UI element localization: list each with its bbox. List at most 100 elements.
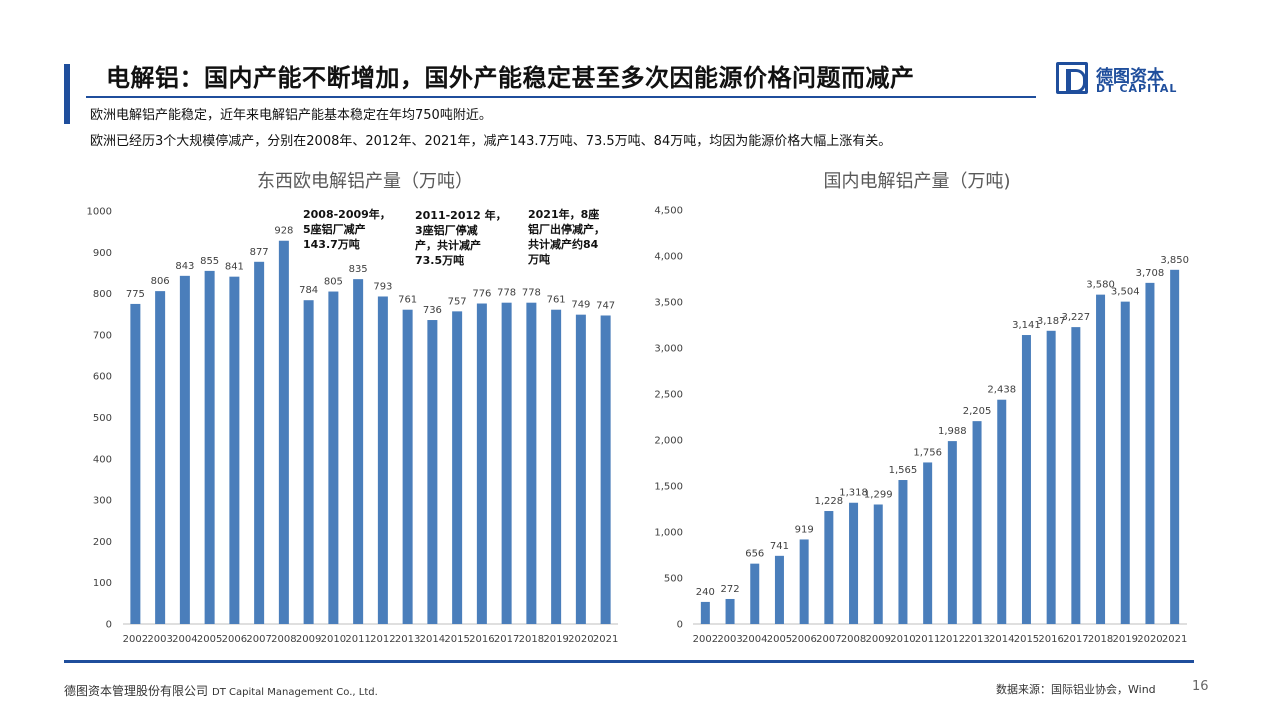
right-chart-data-label: 2,205 xyxy=(963,406,992,417)
right-chart-data-label: 240 xyxy=(696,587,715,598)
left-chart-xtick-label: 2008 xyxy=(271,634,296,645)
left-chart-xtick-label: 2020 xyxy=(568,634,593,645)
right-chart-xtick-label: 2004 xyxy=(742,634,767,645)
title-accent-bar xyxy=(64,64,70,124)
left-chart-data-label: 749 xyxy=(571,300,590,311)
right-chart-xtick-label: 2003 xyxy=(717,634,742,645)
left-chart-xtick-label: 2021 xyxy=(593,634,618,645)
annotation-line: 共计减产约84 xyxy=(528,238,599,251)
left-chart-bar xyxy=(353,279,364,624)
right-chart-ytick-label: 500 xyxy=(664,574,683,585)
left-chart-data-label: 784 xyxy=(299,285,318,296)
left-chart-data-label: 776 xyxy=(472,289,491,300)
left-chart-xtick-label: 2011 xyxy=(345,634,370,645)
right-chart-data-label: 919 xyxy=(795,524,814,535)
left-chart-xtick-label: 2009 xyxy=(296,634,321,645)
right-chart-xtick-label: 2005 xyxy=(767,634,792,645)
left-chart-bar xyxy=(501,302,512,624)
annotation-line: 73.5万吨 xyxy=(415,254,465,267)
left-chart-data-label: 806 xyxy=(151,276,170,287)
right-chart-data-label: 1,988 xyxy=(938,426,967,437)
company-logo: 德图资本 DT CAPITAL xyxy=(1056,62,1176,98)
left-chart-ytick-label: 300 xyxy=(93,496,112,507)
right-chart-bar xyxy=(700,601,710,624)
right-chart-data-label: 2,438 xyxy=(987,385,1016,396)
left-chart-data-label: 855 xyxy=(200,256,219,267)
right-chart-xtick-label: 2006 xyxy=(791,634,816,645)
right-chart-xtick-label: 2017 xyxy=(1063,634,1088,645)
right-chart-bar xyxy=(873,504,883,624)
right-chart-bar xyxy=(774,555,784,624)
right-chart-data-label: 1,756 xyxy=(913,447,942,458)
right-chart-xtick-label: 2015 xyxy=(1014,634,1039,645)
right-chart-data-label: 3,708 xyxy=(1136,268,1165,279)
left-chart-bar xyxy=(575,314,586,624)
page-number: 16 xyxy=(1192,679,1209,694)
right-chart-data-label: 3,580 xyxy=(1086,280,1115,291)
left-chart-data-label: 793 xyxy=(373,281,392,292)
left-chart-bar xyxy=(278,240,289,624)
right-chart-data-label: 272 xyxy=(721,584,740,595)
left-chart-ytick-label: 0 xyxy=(106,620,112,631)
left-chart-xtick-label: 2013 xyxy=(395,634,420,645)
annotation-2012: 2011-2012 年， 3座铝厂停减 产，共计减产 73.5万吨 xyxy=(415,208,507,268)
left-chart-bar xyxy=(377,296,388,624)
right-chart-bar xyxy=(849,502,859,624)
right-chart-bar xyxy=(972,421,982,624)
logo-text-en: DT CAPITAL xyxy=(1096,82,1178,95)
left-chart-xtick-label: 2018 xyxy=(519,634,544,645)
left-chart-bar xyxy=(402,309,413,624)
right-chart-ytick-label: 1,500 xyxy=(654,482,683,493)
right-chart-bar xyxy=(824,511,834,624)
left-chart-ytick-label: 500 xyxy=(93,413,112,424)
left-chart-bar xyxy=(328,291,339,624)
left-chart-xtick-label: 2015 xyxy=(444,634,469,645)
right-chart-ytick-label: 0 xyxy=(677,620,683,631)
right-chart-ytick-label: 3,500 xyxy=(654,298,683,309)
annotation-line: 3座铝厂停减 xyxy=(415,224,478,237)
left-chart-ytick-label: 900 xyxy=(93,248,112,259)
right-chart-xtick-label: 2019 xyxy=(1113,634,1138,645)
right-chart-bar xyxy=(1096,294,1106,624)
left-chart-data-label: 761 xyxy=(547,295,566,306)
left-chart-data-label: 778 xyxy=(522,288,541,299)
right-chart-xtick-label: 2012 xyxy=(940,634,965,645)
left-chart-bar xyxy=(551,309,562,624)
right-chart-bar xyxy=(799,539,809,624)
right-chart-xtick-label: 2010 xyxy=(890,634,915,645)
footer-company: 德图资本管理股份有限公司 DT Capital Management Co., L… xyxy=(64,682,378,699)
left-chart-data-label: 757 xyxy=(448,296,467,307)
right-chart-data-label: 3,227 xyxy=(1062,312,1091,323)
annotation-line: 万吨 xyxy=(528,253,550,266)
left-chart-data-label: 841 xyxy=(225,262,244,273)
left-chart-xtick-label: 2019 xyxy=(543,634,568,645)
left-chart-xtick-label: 2012 xyxy=(370,634,395,645)
left-chart-xtick-label: 2010 xyxy=(321,634,346,645)
company-name-en: DT Capital Management Co., Ltd. xyxy=(212,687,378,698)
right-chart-data-label: 1,299 xyxy=(864,489,893,500)
left-chart-xtick-label: 2004 xyxy=(172,634,197,645)
left-chart-data-label: 835 xyxy=(349,264,368,275)
right-chart-title: 国内电解铝产量（万吨) xyxy=(823,171,1010,192)
left-chart-xtick-label: 2002 xyxy=(123,634,148,645)
right-chart-bar xyxy=(997,399,1007,624)
left-chart-data-label: 843 xyxy=(175,261,194,272)
left-chart-bar xyxy=(303,300,314,624)
left-chart-bar xyxy=(526,302,537,624)
right-chart-ytick-label: 3,000 xyxy=(654,344,683,355)
right-chart-bar xyxy=(1021,335,1031,624)
right-chart-xtick-label: 2021 xyxy=(1162,634,1187,645)
left-chart-ytick-label: 700 xyxy=(93,330,112,341)
right-chart-ytick-label: 1,000 xyxy=(654,528,683,539)
right-chart-bar xyxy=(1145,282,1155,624)
right-chart-xtick-label: 2011 xyxy=(915,634,940,645)
right-chart-bar xyxy=(1120,301,1130,624)
left-chart-xtick-label: 2016 xyxy=(469,634,494,645)
left-chart-xtick-label: 2007 xyxy=(246,634,271,645)
subtitle-line-2: 欧洲已经历3个大规模停减产，分别在2008年、2012年、2021年，减产143… xyxy=(90,134,892,149)
right-chart-data-label: 656 xyxy=(745,549,764,560)
right-chart-data-label: 3,187 xyxy=(1037,316,1066,327)
right-chart-bar xyxy=(898,480,908,624)
right-chart-data-label: 1,318 xyxy=(839,488,868,499)
